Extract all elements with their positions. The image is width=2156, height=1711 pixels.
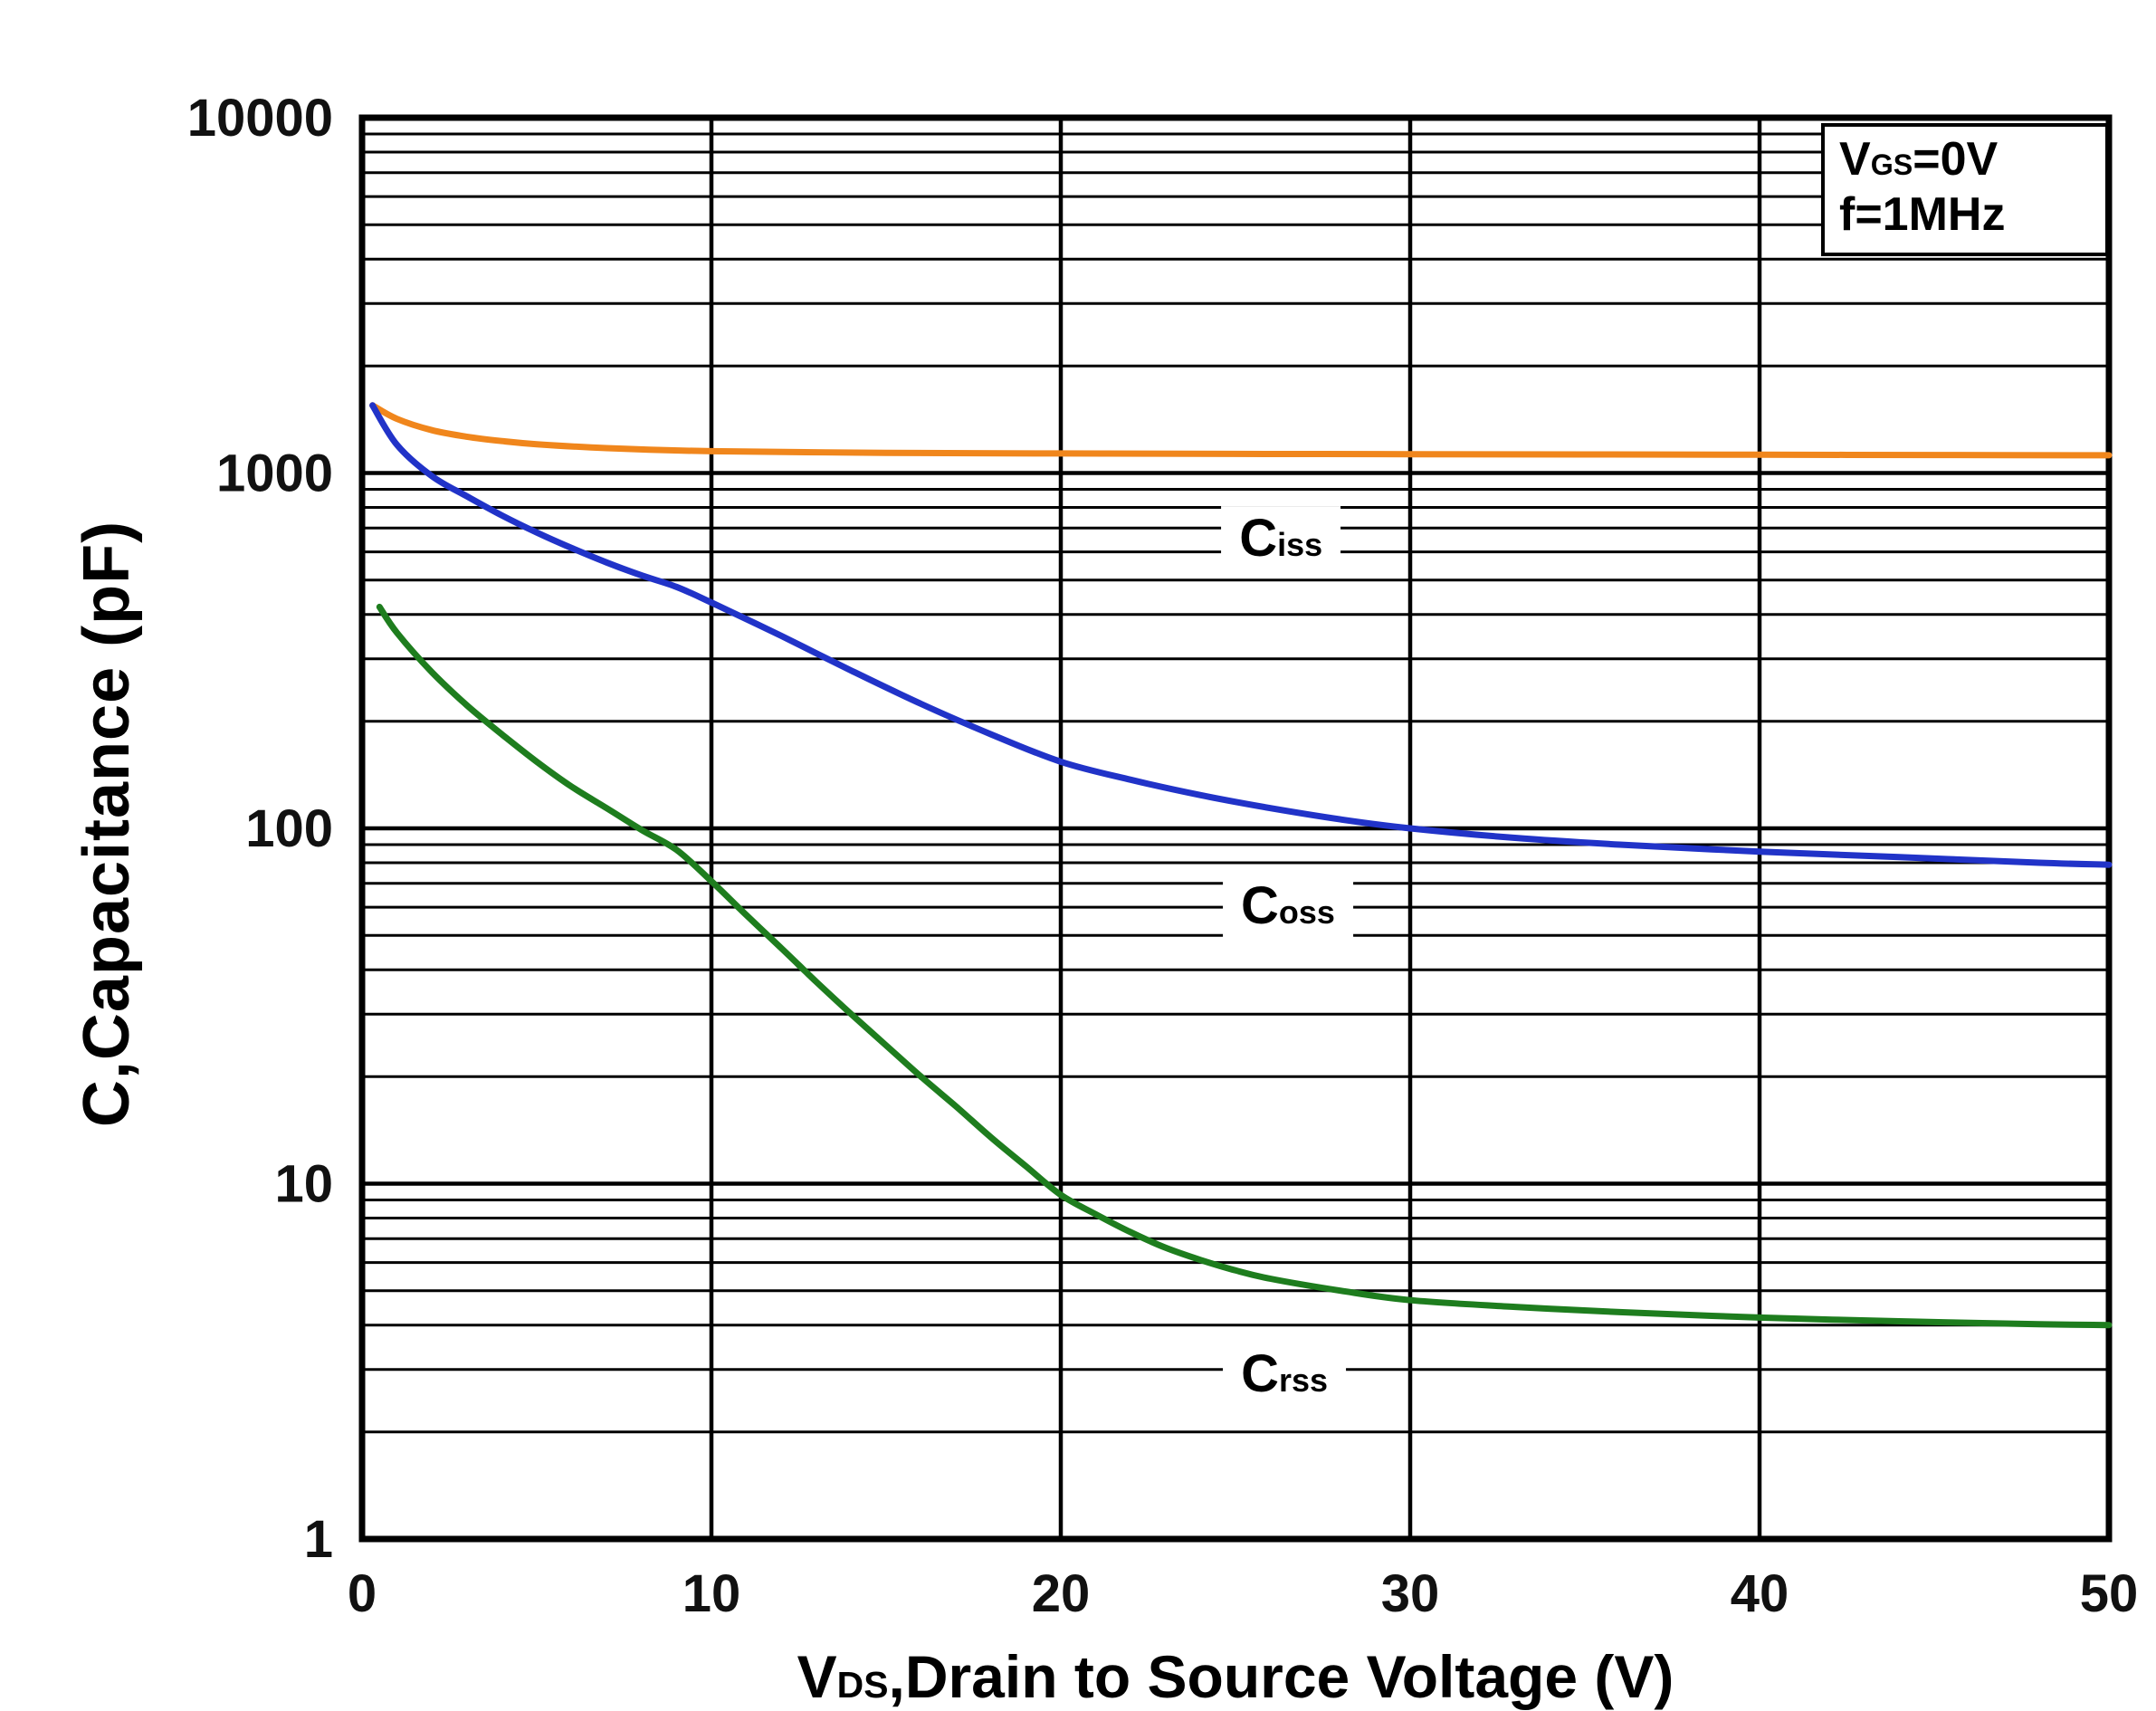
- x-tick-label: 50: [2080, 1564, 2139, 1623]
- test-conditions-box: VGS=0V f=1MHz: [1821, 123, 2109, 256]
- curve-label-ciss: Ciss: [1221, 505, 1341, 570]
- y-tick-label: 10: [274, 1155, 333, 1214]
- y-tick-label: 100: [245, 799, 333, 858]
- x-axis-title-symbol: V: [797, 1643, 837, 1710]
- frequency-value: f=1MHz: [1839, 188, 2006, 242]
- series-curve-coss: [369, 402, 2113, 868]
- crss-symbol: C: [1241, 1343, 1279, 1403]
- vgs-subscript: GS: [1870, 148, 1913, 181]
- coss-subscript: oss: [1278, 894, 1335, 932]
- y-tick-label: 1000: [216, 444, 333, 503]
- y-tick-label: 10000: [187, 89, 333, 148]
- x-tick-label: 20: [1032, 1564, 1091, 1623]
- vgs-condition: VGS=0V: [1839, 132, 2098, 187]
- y-tick-label: 1: [304, 1510, 333, 1569]
- frequency-condition: f=1MHz: [1839, 187, 2098, 243]
- x-tick-label: 30: [1381, 1564, 1440, 1623]
- x-axis-title: VDS,Drain to Source Voltage (V): [797, 1642, 1674, 1711]
- ciss-symbol: C: [1239, 508, 1278, 568]
- series-curve-ciss: [369, 402, 2113, 459]
- plot-frame: [358, 114, 2113, 1543]
- ciss-subscript: iss: [1277, 525, 1323, 563]
- x-tick-label: 10: [682, 1564, 741, 1623]
- vgs-symbol: V: [1839, 133, 1871, 186]
- crss-subscript: rss: [1278, 1361, 1328, 1399]
- x-axis-title-text: ,Drain to Source Voltage (V): [888, 1643, 1674, 1710]
- series-curve-crss: [376, 603, 2113, 1329]
- coss-symbol: C: [1240, 876, 1279, 936]
- x-tick-label: 0: [348, 1564, 377, 1623]
- x-axis-title-subscript: DS: [836, 1664, 889, 1706]
- curve-label-coss: Coss: [1222, 874, 1353, 939]
- vgs-value: =0V: [1913, 133, 1999, 186]
- y-axis-title: C,Capacitance (pF): [71, 520, 143, 1128]
- curve-label-crss: Crss: [1223, 1341, 1346, 1406]
- x-tick-label: 40: [1731, 1564, 1789, 1623]
